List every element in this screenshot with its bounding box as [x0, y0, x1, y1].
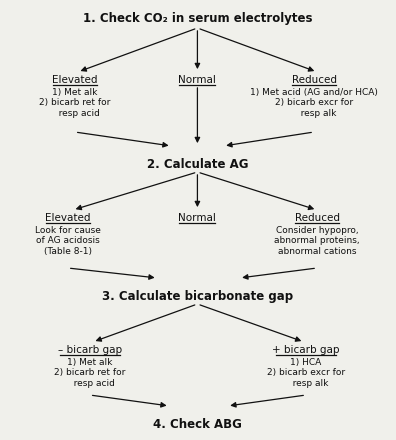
Text: Elevated: Elevated — [45, 213, 91, 223]
Text: Normal: Normal — [179, 213, 216, 223]
Text: 1) Met alk
2) bicarb ret for
   resp acid: 1) Met alk 2) bicarb ret for resp acid — [54, 358, 126, 388]
Text: 1) HCA
2) bicarb excr for
   resp alk: 1) HCA 2) bicarb excr for resp alk — [267, 358, 345, 388]
Text: Elevated: Elevated — [52, 75, 97, 85]
Text: 1. Check CO₂ in serum electrolytes: 1. Check CO₂ in serum electrolytes — [83, 12, 312, 25]
Text: + bicarb gap: + bicarb gap — [272, 345, 340, 355]
Text: 1) Met alk
2) bicarb ret for
   resp acid: 1) Met alk 2) bicarb ret for resp acid — [39, 88, 110, 118]
Text: Reduced: Reduced — [295, 213, 339, 223]
Text: Reduced: Reduced — [291, 75, 337, 85]
Text: 1) Met acid (AG and/or HCA)
2) bicarb excr for
   resp alk: 1) Met acid (AG and/or HCA) 2) bicarb ex… — [250, 88, 378, 118]
Text: – bicarb gap: – bicarb gap — [58, 345, 122, 355]
Text: Look for cause
of AG acidosis
(Table 8-1): Look for cause of AG acidosis (Table 8-1… — [35, 226, 101, 256]
Text: Normal: Normal — [179, 75, 216, 85]
Text: 4. Check ABG: 4. Check ABG — [153, 418, 242, 431]
Text: Consider hypopro,
abnormal proteins,
abnormal cations: Consider hypopro, abnormal proteins, abn… — [274, 226, 360, 256]
Text: 2. Calculate AG: 2. Calculate AG — [147, 158, 248, 171]
Text: 3. Calculate bicarbonate gap: 3. Calculate bicarbonate gap — [102, 290, 293, 303]
